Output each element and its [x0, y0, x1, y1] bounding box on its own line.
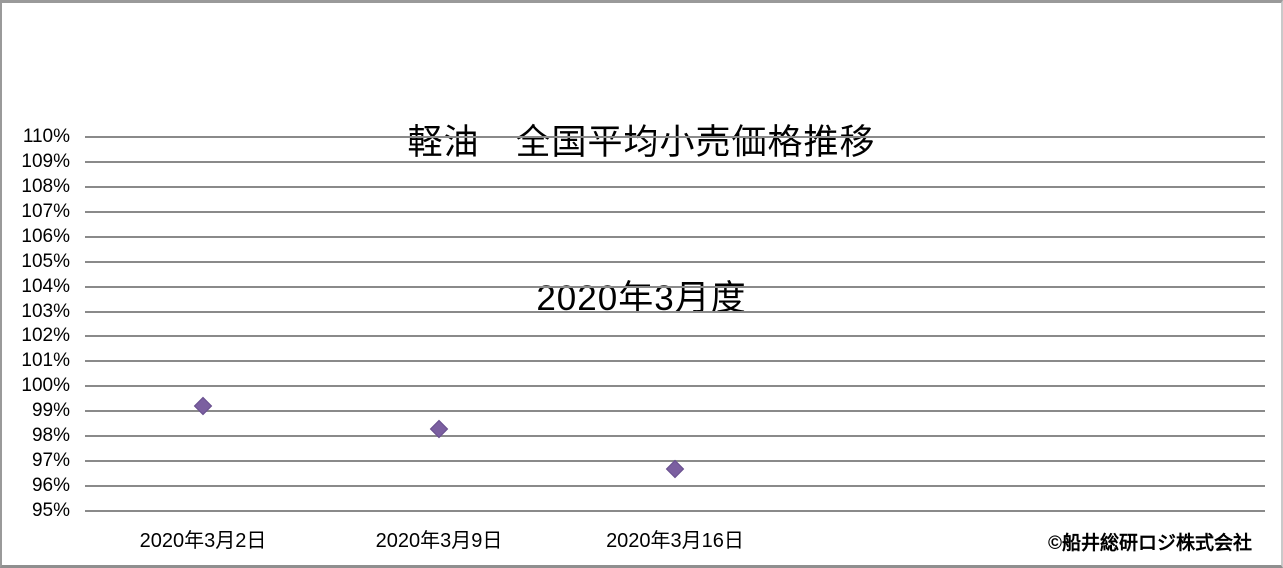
y-tick-label: 95%	[31, 500, 70, 521]
y-tick-label: 98%	[31, 425, 70, 447]
y-gridline	[85, 360, 1265, 363]
y-gridline	[85, 385, 1265, 388]
x-tick-label: 2020年3月16日	[606, 530, 744, 552]
y-gridline	[85, 335, 1265, 338]
x-tick-label: 2020年3月2日	[139, 530, 267, 552]
y-gridline	[85, 410, 1265, 413]
y-tick-label: 109%	[21, 150, 70, 172]
y-gridline	[85, 160, 1265, 163]
y-tick-label: 105%	[21, 250, 70, 272]
x-tick-label: 2020年3月9日	[375, 530, 503, 552]
y-gridline	[85, 285, 1265, 288]
y-gridline	[85, 310, 1265, 313]
y-gridline	[85, 136, 1265, 138]
y-gridline	[85, 435, 1265, 438]
y-gridline	[85, 210, 1265, 213]
y-tick-label: 104%	[21, 275, 70, 297]
plot-area	[85, 136, 1265, 512]
y-gridline	[85, 485, 1265, 488]
y-tick-label: 97%	[31, 450, 70, 472]
chart-title-line1: 軽油 全国平均小売価格推移	[407, 123, 876, 162]
y-gridline	[85, 260, 1265, 263]
y-tick-label: 107%	[21, 200, 70, 222]
y-gridline	[85, 235, 1265, 238]
y-tick-label: 99%	[31, 400, 70, 422]
y-tick-label: 110%	[22, 126, 70, 147]
y-gridline	[85, 510, 1265, 512]
y-tick-label: 103%	[21, 300, 70, 322]
copyright-text: ©船井総研ロジ株式会社	[1047, 533, 1252, 554]
y-tick-label: 102%	[21, 325, 70, 347]
y-tick-label: 96%	[31, 475, 70, 497]
y-tick-label: 100%	[21, 375, 70, 397]
y-tick-label: 108%	[21, 175, 70, 197]
y-tick-label: 101%	[21, 350, 70, 372]
y-gridline	[85, 185, 1265, 188]
y-tick-label: 106%	[21, 225, 70, 247]
